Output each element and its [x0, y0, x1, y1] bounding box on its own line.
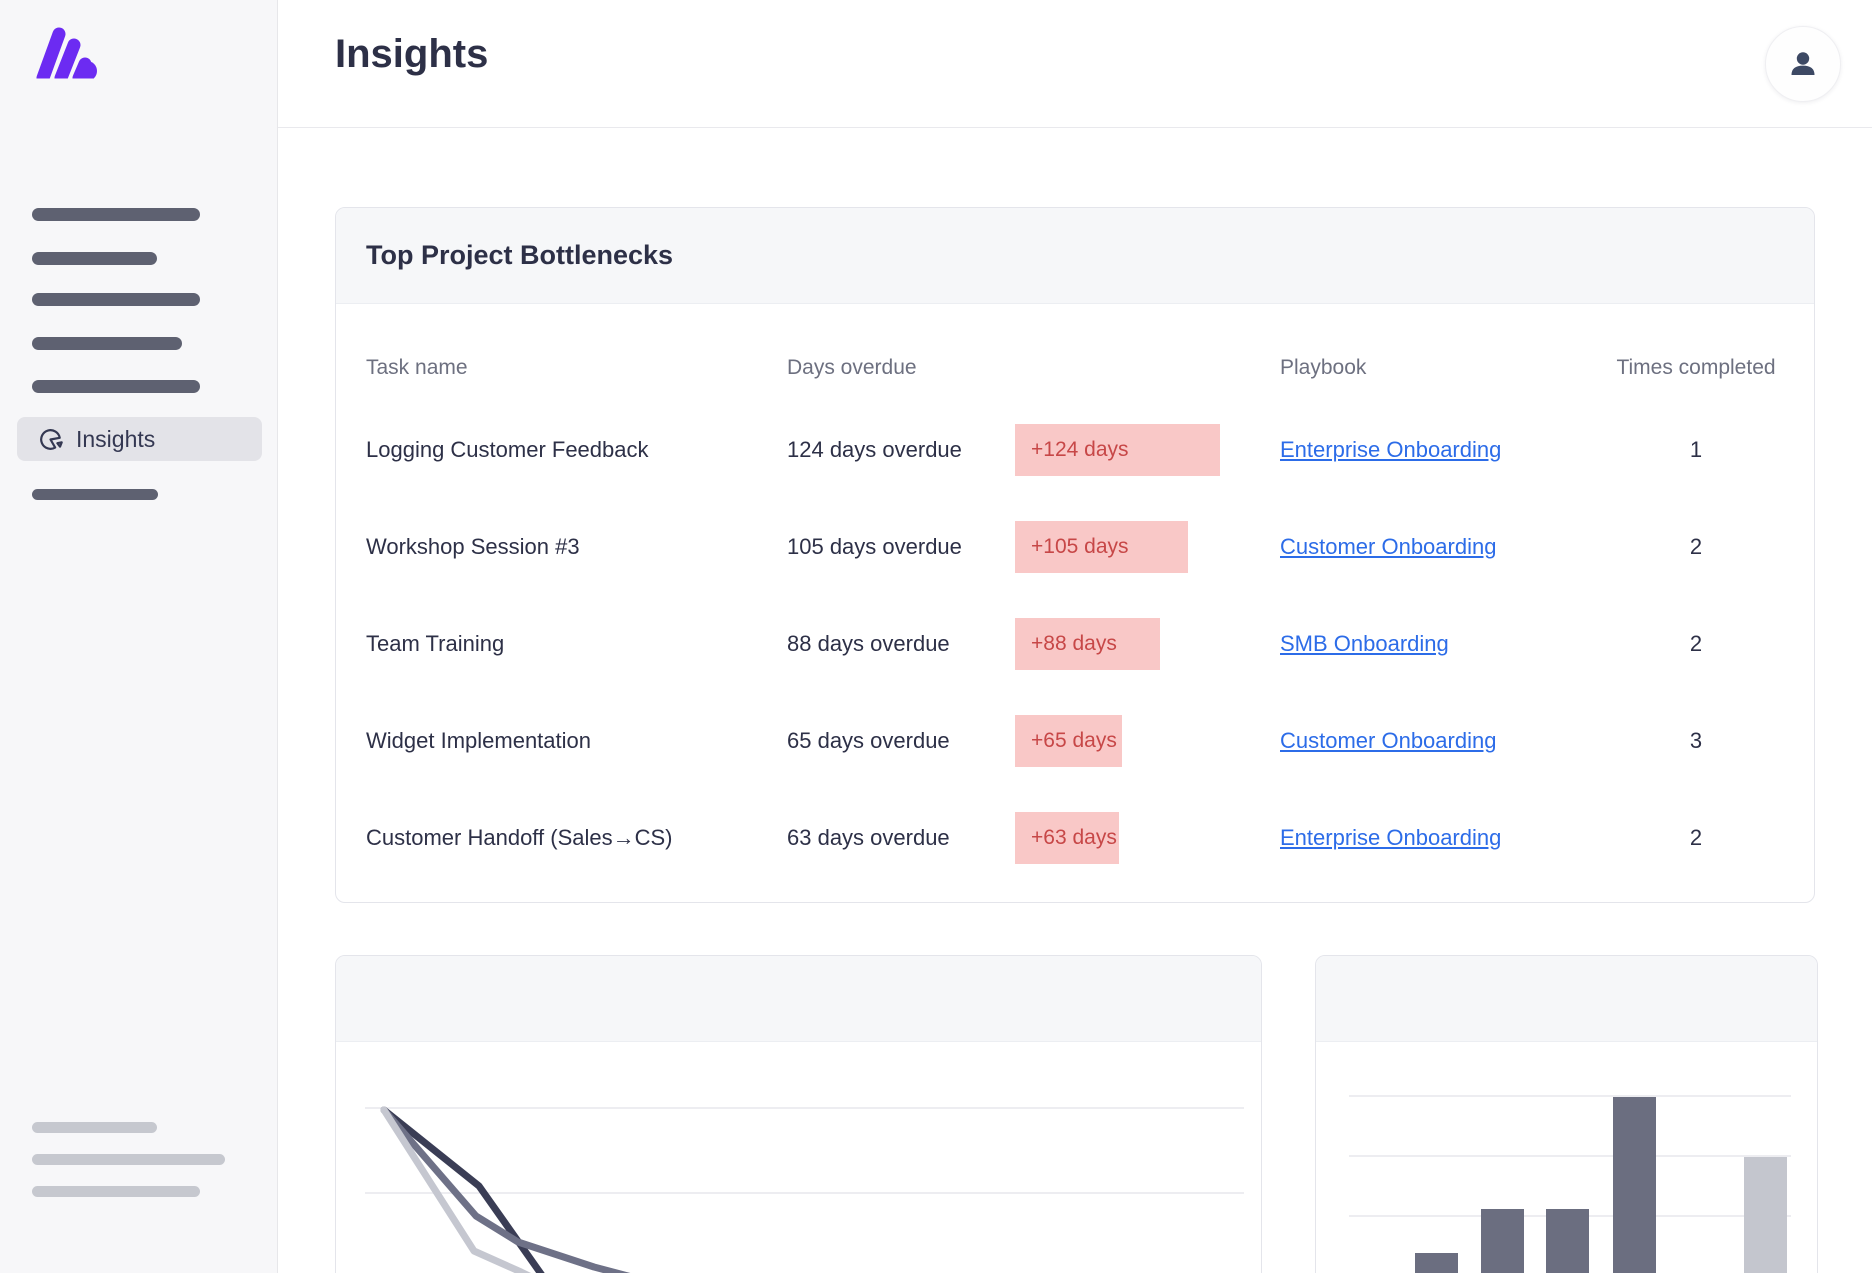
- sidebar-sub-item-placeholder[interactable]: [32, 489, 158, 500]
- overdue-badge: +88 days: [1015, 617, 1160, 670]
- sidebar-nav-item-placeholder[interactable]: [32, 293, 200, 306]
- table-row: Team Training 88 days overdue +88 days SMB …: [336, 595, 1814, 692]
- task-name-cell: Widget Implementation: [366, 727, 591, 753]
- bottlenecks-card-title: Top Project Bottlenecks: [366, 240, 674, 270]
- days-overdue-cell: 63 days overdue: [787, 824, 950, 850]
- times-completed-cell: 2: [1689, 824, 1703, 850]
- chart-line-series-medium: [380, 1106, 631, 1273]
- days-overdue-cell: 105 days overdue: [787, 533, 962, 559]
- sidebar-nav-item-placeholder[interactable]: [32, 337, 182, 350]
- playbook-cell: Enterprise Onboarding: [1280, 825, 1501, 851]
- sidebar-item-insights[interactable]: Insights: [17, 417, 262, 461]
- sidebar-nav-item-placeholder[interactable]: [32, 252, 157, 265]
- task-name-cell: Team Training: [366, 630, 505, 656]
- column-header-times-completed: Times completed: [1616, 356, 1776, 379]
- column-header-task-name: Task name: [366, 356, 468, 379]
- sidebar-footer-placeholder: [32, 1154, 225, 1165]
- task-name-cell: Workshop Session #3: [366, 533, 580, 559]
- chart-line-series-light: [380, 1106, 532, 1273]
- top-bar: Insights: [278, 0, 1872, 128]
- times-completed-cell: 3: [1689, 727, 1703, 753]
- line-chart: [365, 1106, 1244, 1273]
- playbook-cell: Customer Onboarding: [1280, 728, 1496, 754]
- task-name-cell: Customer Handoff (Sales→CS): [366, 824, 673, 850]
- table-row: Workshop Session #3 105 days overdue +105 …: [336, 498, 1814, 595]
- chart-bar-5: [1744, 1157, 1787, 1273]
- pie-chart-icon: [40, 428, 63, 450]
- app-logo-icon[interactable]: [30, 26, 100, 86]
- playbook-link[interactable]: Customer Onboarding: [1280, 533, 1497, 559]
- playbook-link[interactable]: Customer Onboarding: [1280, 727, 1497, 753]
- sidebar-nav-item-placeholder[interactable]: [32, 208, 200, 221]
- times-completed-cell: 2: [1689, 630, 1703, 656]
- playbook-cell: Enterprise Onboarding: [1280, 437, 1501, 463]
- table-row: Widget Implementation 65 days overdue +65 …: [336, 692, 1814, 789]
- overdue-badge: +65 days: [1015, 714, 1122, 767]
- sidebar-footer-placeholder: [32, 1186, 200, 1197]
- sidebar-footer-placeholder: [32, 1122, 157, 1133]
- bottlenecks-card-header: Top Project Bottlenecks: [336, 208, 1814, 304]
- playbook-cell: Customer Onboarding: [1280, 534, 1496, 560]
- days-overdue-cell: 88 days overdue: [787, 630, 950, 656]
- chart-bar-1: [1415, 1253, 1458, 1273]
- chart-bar-3: [1546, 1209, 1589, 1273]
- table-row: Customer Handoff (Sales→CS) 63 days overd…: [336, 789, 1814, 886]
- page-title: Insights: [335, 32, 489, 76]
- days-overdue-cell: 124 days overdue: [787, 436, 962, 462]
- times-completed-cell: 2: [1689, 533, 1703, 559]
- table-row: Logging Customer Feedback 124 days overdu…: [336, 401, 1814, 498]
- overdue-badge: +105 days: [1015, 520, 1188, 573]
- overdue-badge: +63 days: [1015, 811, 1119, 864]
- playbook-link[interactable]: SMB Onboarding: [1280, 630, 1449, 656]
- playbook-link[interactable]: Enterprise Onboarding: [1280, 436, 1502, 462]
- bar-chart-card-header: [1316, 956, 1817, 1042]
- sidebar: Insights: [0, 0, 278, 1273]
- chart-bar-4: [1613, 1097, 1656, 1273]
- sidebar-item-label: Insights: [76, 425, 156, 452]
- bar-chart: [1349, 1095, 1791, 1273]
- column-header-playbook: Playbook: [1280, 356, 1367, 379]
- bottlenecks-card: Top Project Bottlenecks Task name Days o…: [335, 207, 1815, 903]
- line-chart-card-header: [336, 956, 1261, 1042]
- user-icon: [1791, 52, 1815, 75]
- playbook-cell: SMB Onboarding: [1280, 631, 1449, 657]
- line-chart-card: [335, 955, 1262, 1273]
- chart-bar-2: [1481, 1209, 1524, 1273]
- playbook-link[interactable]: Enterprise Onboarding: [1280, 824, 1502, 850]
- chart-line-series-dark: [380, 1106, 545, 1273]
- overdue-badge: +124 days: [1015, 423, 1220, 476]
- task-name-cell: Logging Customer Feedback: [366, 436, 649, 462]
- times-completed-cell: 1: [1689, 436, 1703, 462]
- column-header-days-overdue: Days overdue: [787, 356, 917, 379]
- avatar-button[interactable]: [1765, 26, 1841, 102]
- sidebar-nav-item-placeholder[interactable]: [32, 380, 200, 393]
- days-overdue-cell: 65 days overdue: [787, 727, 950, 753]
- bar-chart-card: [1315, 955, 1818, 1273]
